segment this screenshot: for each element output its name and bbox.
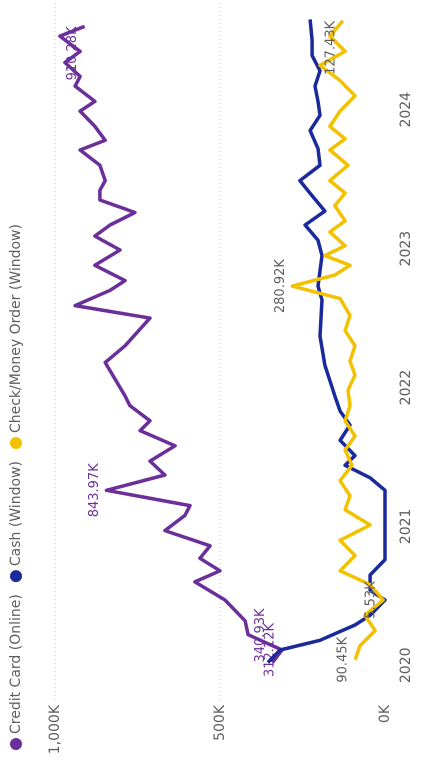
legend-label: Cash (Window) bbox=[8, 461, 24, 566]
y-tick-label: 500K bbox=[212, 704, 228, 741]
legend-swatch bbox=[10, 437, 22, 450]
data-label: 843.97K bbox=[87, 463, 102, 517]
data-label: 5.53K bbox=[364, 581, 379, 619]
legend-swatch bbox=[10, 570, 22, 583]
series-line bbox=[58, 24, 284, 664]
y-tick-label: 0K bbox=[377, 704, 393, 723]
data-label: 127.43K bbox=[323, 20, 338, 74]
data-label: 340.93K bbox=[253, 608, 268, 662]
series-line bbox=[266, 19, 387, 664]
rotated-frame: 0K 500K 1,000K 2020 2021 2022 2023 2024 Credit C… bbox=[8, 0, 414, 754]
data-label: 90.45K bbox=[336, 636, 351, 682]
x-tick-label: 2024 bbox=[398, 92, 414, 128]
data-label: 312.12K bbox=[263, 623, 278, 677]
x-tick-label: 2020 bbox=[398, 647, 414, 683]
y-tick-label: 1,000K bbox=[47, 704, 63, 754]
x-tick-label: 2023 bbox=[398, 231, 414, 267]
data-label: 280.92K bbox=[273, 259, 288, 313]
series-line bbox=[290, 19, 385, 661]
data-label: 910.28K bbox=[65, 26, 80, 80]
legend-item: Check/Money Order (Window) bbox=[8, 224, 24, 450]
legend-label: Check/Money Order (Window) bbox=[8, 224, 24, 433]
legend-swatch bbox=[10, 738, 22, 750]
x-tick-label: 2021 bbox=[398, 509, 414, 545]
legend-label: Credit Card (Online) bbox=[8, 594, 24, 734]
legend-item: Credit Card (Online) bbox=[8, 594, 24, 750]
x-tick-label: 2022 bbox=[398, 370, 414, 406]
legend-item: Cash (Window) bbox=[8, 461, 24, 583]
